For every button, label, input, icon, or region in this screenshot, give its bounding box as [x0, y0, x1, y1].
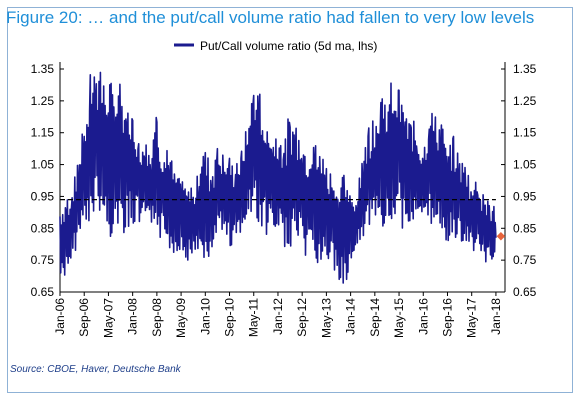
- plot-area: [59, 71, 506, 284]
- x-tick-label: Sep-06: [77, 298, 91, 337]
- y-tick-label-left: 0.95: [31, 189, 55, 203]
- x-tick-label: Jan-10: [198, 298, 212, 335]
- y-tick-label-left: 1.35: [31, 62, 55, 76]
- x-tick-label: Sep-12: [295, 298, 309, 337]
- x-tick-label: Sep-16: [440, 298, 454, 337]
- y-tick-label-right: 0.85: [513, 221, 537, 235]
- y-tick-label-right: 0.65: [513, 285, 537, 299]
- last-point-marker: [496, 232, 506, 241]
- x-tick-label: Jan-08: [126, 298, 140, 335]
- source-note: Source: CBOE, Haver, Deutsche Bank: [10, 364, 181, 375]
- y-tick-label-left: 1.05: [31, 158, 55, 172]
- y-tick-label-left: 1.15: [31, 126, 55, 140]
- x-tick-label: May-11: [247, 298, 261, 337]
- y-tick-label-right: 0.75: [513, 253, 537, 267]
- x-tick-label: Jan-06: [53, 298, 67, 335]
- x-tick-label: Sep-14: [368, 298, 382, 337]
- x-tick-label: Jan-12: [271, 298, 285, 335]
- y-tick-label-right: 1.25: [513, 94, 537, 108]
- y-tick-label-left: 1.25: [31, 94, 55, 108]
- y-tick-label-right: 1.35: [513, 62, 537, 76]
- figure-title: Figure 20: … and the put/call volume rat…: [6, 8, 535, 27]
- x-tick-label: May-15: [392, 298, 406, 338]
- y-tick-label-left: 0.85: [31, 221, 55, 235]
- x-tick-label: Jan-16: [416, 298, 430, 335]
- x-tick-label: Jan-14: [344, 298, 358, 335]
- legend-label: Put/Call volume ratio (5d ma, lhs): [200, 39, 377, 53]
- y-tick-label-right: 1.05: [513, 158, 537, 172]
- y-tick-label-right: 0.95: [513, 189, 537, 203]
- y-tick-label-left: 0.65: [31, 285, 55, 299]
- x-tick-label: Jan-18: [489, 298, 503, 335]
- y-tick-label-right: 1.15: [513, 126, 537, 140]
- legend: Put/Call volume ratio (5d ma, lhs): [174, 39, 377, 53]
- x-tick-label: May-17: [465, 298, 479, 338]
- series-put-call-line: [59, 71, 497, 284]
- x-tick-label: Sep-08: [150, 298, 164, 337]
- y-tick-label-left: 0.75: [31, 253, 55, 267]
- x-tick-label: Sep-10: [223, 298, 237, 337]
- x-tick-label: May-09: [174, 298, 188, 338]
- x-tick-label: May-07: [101, 298, 115, 338]
- x-tick-label: May-13: [319, 298, 333, 338]
- axes: 1.35 1.35 1.25 1.25 1.15 1.15 1.05 1.05 0.95 0.95…: [31, 62, 537, 338]
